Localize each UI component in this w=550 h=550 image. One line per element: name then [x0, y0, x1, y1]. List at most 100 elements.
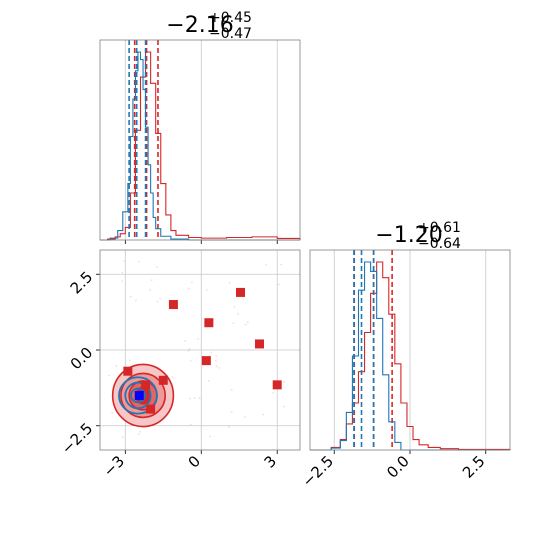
sample-point [188, 348, 191, 350]
posterior-b-histogram [310, 261, 510, 451]
sample-point [156, 266, 158, 268]
sample-point [108, 374, 110, 377]
sample-point [197, 338, 200, 340]
sample-point [149, 289, 151, 291]
panel-2-title-main: −1.20 [375, 223, 442, 248]
sample-point [283, 405, 286, 408]
sample-point [191, 281, 193, 284]
sample-point [156, 300, 159, 303]
posterior-b-histogram [100, 51, 300, 241]
sample-point [265, 264, 268, 266]
x-tick-label: 2.5 [459, 452, 489, 482]
sample-point [198, 397, 201, 399]
sample-point [230, 389, 233, 391]
sample-point [171, 376, 174, 379]
red-square-marker [272, 380, 282, 390]
sample-point [111, 412, 113, 414]
sample-point [137, 433, 140, 435]
red-square-marker [236, 287, 246, 297]
sample-point [218, 367, 220, 369]
sample-point [187, 349, 190, 352]
sample-point [138, 260, 140, 263]
joint-contour-panel [96, 250, 300, 454]
y-tick-label: 2.5 [67, 268, 97, 298]
panel-1-title-sub: −0.47 [209, 26, 252, 42]
sample-point [230, 411, 233, 413]
red-square-marker [158, 375, 168, 385]
sample-point [184, 340, 186, 342]
sample-point [244, 416, 246, 418]
sample-point [129, 295, 132, 298]
posterior-b-contour [130, 387, 146, 404]
sample-point [190, 360, 192, 362]
y-tick-label: −2.5 [58, 419, 96, 457]
sample-point [123, 260, 125, 262]
x-tick-label: 0 [185, 452, 204, 471]
marginal-2-frame [309, 249, 511, 451]
sample-point [215, 354, 217, 357]
posterior-b-contour [118, 376, 158, 415]
joint-x-tick-labels: −3 0 3 [100, 452, 280, 480]
posterior-a-histogram [100, 51, 301, 241]
x-tick-label: −3 [100, 452, 128, 480]
joint-y-tick-labels: −2.5 0.0 2.5 [58, 268, 96, 458]
sample-point [206, 289, 208, 291]
sample-point [159, 298, 161, 300]
marginal-1-frame [99, 39, 301, 241]
sample-point [190, 423, 192, 426]
panel-2-title-sup: +0.61 [418, 220, 461, 236]
posterior-b-contour [124, 381, 152, 410]
sample-point [207, 380, 210, 382]
sample-point [233, 306, 236, 308]
sample-point [209, 435, 211, 438]
panel-1-title: −2.16 [166, 13, 233, 38]
posterior-a-histogram [310, 261, 511, 451]
panel-1-title-main: −2.16 [166, 13, 233, 38]
sample-point [272, 392, 275, 394]
sample-point [232, 322, 235, 325]
sample-point [280, 263, 282, 266]
sample-point [228, 426, 230, 428]
red-square-marker [204, 318, 214, 328]
sample-point [121, 271, 124, 274]
x-tick-label: −2.5 [299, 452, 337, 490]
marginal-histogram-param-2 [310, 250, 511, 454]
sample-point [244, 323, 247, 326]
red-square-marker [141, 380, 151, 390]
sample-point [228, 282, 231, 284]
x-tick-label: 0.0 [383, 452, 413, 482]
sample-point [278, 283, 280, 286]
panel-2-title-sub: −0.64 [418, 236, 461, 252]
sample-point [193, 397, 196, 399]
panel-1-title-sup: +0.45 [209, 10, 252, 26]
red-square-marker [201, 356, 211, 366]
sample-point [135, 299, 137, 302]
sample-point [215, 365, 218, 368]
sample-point [262, 413, 265, 416]
y-tick-label: 0.0 [67, 344, 97, 374]
red-square-marker [146, 404, 156, 414]
sample-point [210, 351, 212, 354]
sample-point [187, 287, 190, 290]
sample-point [129, 359, 131, 361]
red-square-marker [123, 366, 133, 376]
sample-point [121, 436, 124, 438]
sample-point [237, 313, 240, 315]
joint-frame [99, 249, 301, 451]
sample-point [139, 431, 141, 433]
sample-point [115, 365, 118, 367]
sample-point [247, 321, 249, 324]
blue-square-marker [134, 390, 144, 400]
marginal-2-x-tick-labels: −2.5 0.0 2.5 [299, 452, 489, 490]
red-square-marker [254, 339, 264, 349]
marginal-histogram-param-1 [100, 40, 301, 244]
sample-point [150, 279, 153, 281]
panel-2-title: −1.20 [375, 223, 442, 248]
x-tick-label: 3 [261, 452, 280, 471]
red-square-marker [168, 300, 178, 310]
sample-point [215, 359, 217, 362]
sample-point [189, 397, 191, 400]
sample-point [283, 381, 285, 383]
sample-point [121, 280, 123, 282]
